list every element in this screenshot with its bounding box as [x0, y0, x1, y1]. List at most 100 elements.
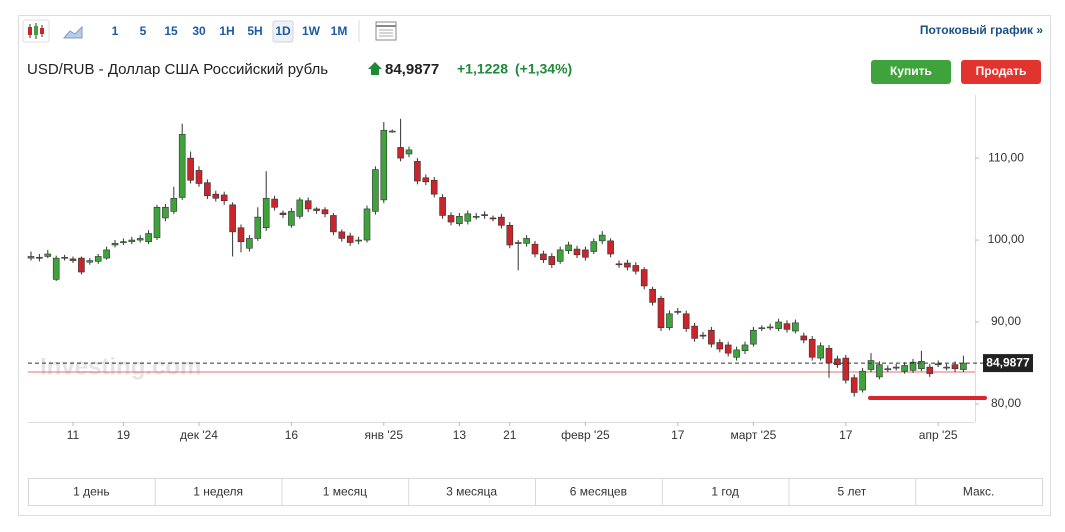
candle-body	[296, 199, 304, 217]
candle-body	[682, 313, 690, 329]
candle-body	[800, 335, 808, 341]
candle-body	[556, 249, 564, 262]
candle-body	[128, 239, 136, 242]
candle-body	[187, 157, 194, 181]
candle-body	[708, 329, 715, 345]
interval-option[interactable]: 1H	[219, 24, 234, 38]
candle-body	[531, 243, 539, 255]
interval-option[interactable]: 1D	[275, 24, 291, 38]
candle-body	[313, 208, 320, 211]
interval-option[interactable]: 1M	[331, 24, 348, 38]
candle-body	[481, 214, 488, 216]
candle-body	[204, 182, 211, 197]
candle-body	[716, 342, 724, 350]
candle-body	[136, 238, 144, 241]
candle-body	[86, 260, 94, 263]
x-tick-label: 17	[671, 428, 685, 442]
candle-body	[61, 256, 68, 259]
streaming-chart-link[interactable]: Потоковый график »	[920, 23, 1043, 37]
x-tick-label: 13	[453, 428, 467, 442]
candle-body	[178, 134, 186, 198]
candle-body	[363, 208, 371, 241]
candle-body	[355, 239, 362, 242]
range-option[interactable]: Макс.	[963, 485, 995, 499]
candle-body	[346, 235, 354, 243]
candle-body	[540, 253, 547, 261]
candle-body	[733, 349, 740, 358]
candle-body	[590, 241, 598, 252]
candle-body	[649, 288, 656, 303]
last-price-label: 84,9877	[986, 355, 1030, 369]
range-option[interactable]: 1 год	[711, 485, 739, 499]
candle-body	[254, 216, 262, 239]
candle-body	[724, 344, 732, 354]
candle-body	[414, 161, 421, 182]
candle-body	[111, 243, 119, 246]
area-icon[interactable]	[62, 25, 83, 39]
range-option[interactable]: 1 неделя	[193, 485, 243, 499]
candle-body	[615, 263, 623, 266]
y-tick-label: 80,00	[991, 396, 1021, 410]
candle-body	[607, 240, 614, 255]
candle-body	[262, 197, 270, 229]
candle-body	[330, 215, 337, 233]
interval-toolbar: 1 5 15 30 1H 5H 1D 1W 1M	[112, 24, 348, 38]
candle-body	[498, 216, 505, 226]
candle-body	[918, 361, 925, 370]
interval-option[interactable]: 5	[140, 24, 147, 38]
range-option[interactable]: 5 лет	[837, 485, 866, 499]
candle-body	[817, 345, 824, 359]
candle-body	[220, 194, 228, 202]
candle-body	[766, 326, 774, 329]
range-option[interactable]: 1 месяц	[323, 485, 367, 499]
interval-option[interactable]: 1W	[302, 24, 321, 38]
range-option[interactable]: 6 месяцев	[570, 485, 627, 499]
selected-interval-box	[272, 20, 294, 43]
sell-label[interactable]: Продать	[976, 64, 1027, 78]
candle-body	[52, 257, 60, 280]
candle-body	[548, 256, 556, 265]
candle-body	[750, 329, 757, 345]
candle-body	[103, 249, 110, 259]
interval-option[interactable]: 5H	[247, 24, 262, 38]
candle-body	[808, 338, 816, 358]
interval-option[interactable]: 30	[192, 24, 206, 38]
candle-body	[666, 313, 673, 329]
buy-button[interactable]	[871, 60, 951, 84]
candle-body	[867, 360, 875, 370]
candle-body	[943, 366, 950, 369]
candle-body	[27, 256, 35, 259]
up-arrow	[368, 62, 382, 75]
candle-body	[909, 361, 917, 371]
interval-option[interactable]: 15	[164, 24, 178, 38]
candle-icon[interactable]	[22, 19, 50, 43]
sell-button[interactable]	[961, 60, 1041, 84]
interval-option[interactable]: 1	[112, 24, 119, 38]
candle-body	[464, 213, 472, 222]
x-tick-label: 16	[285, 428, 299, 442]
table-icon[interactable]	[375, 21, 397, 41]
candle-body	[699, 334, 707, 337]
x-tick-label: февр '25	[561, 428, 610, 442]
candle-body	[304, 200, 312, 210]
candle-body	[573, 248, 581, 256]
candle-body	[430, 179, 438, 195]
candle-body	[472, 215, 480, 218]
candle-body	[825, 347, 833, 364]
candle-body	[321, 209, 329, 215]
candle-body	[598, 234, 606, 242]
candle-body	[884, 368, 892, 371]
candle-body	[229, 204, 236, 233]
candle-body	[489, 217, 497, 220]
candle-body	[36, 256, 43, 259]
header-change-percent: (+1,34%)	[515, 61, 572, 77]
candle-body	[674, 311, 682, 313]
candle-body	[279, 212, 287, 215]
candle-body	[960, 362, 967, 370]
candle-body	[380, 129, 388, 201]
buy-label[interactable]: Купить	[890, 64, 932, 78]
range-option[interactable]: 1 день	[73, 485, 110, 499]
candle-body	[153, 206, 161, 238]
range-option[interactable]: 3 месяца	[446, 485, 497, 499]
candle-body	[120, 241, 127, 243]
